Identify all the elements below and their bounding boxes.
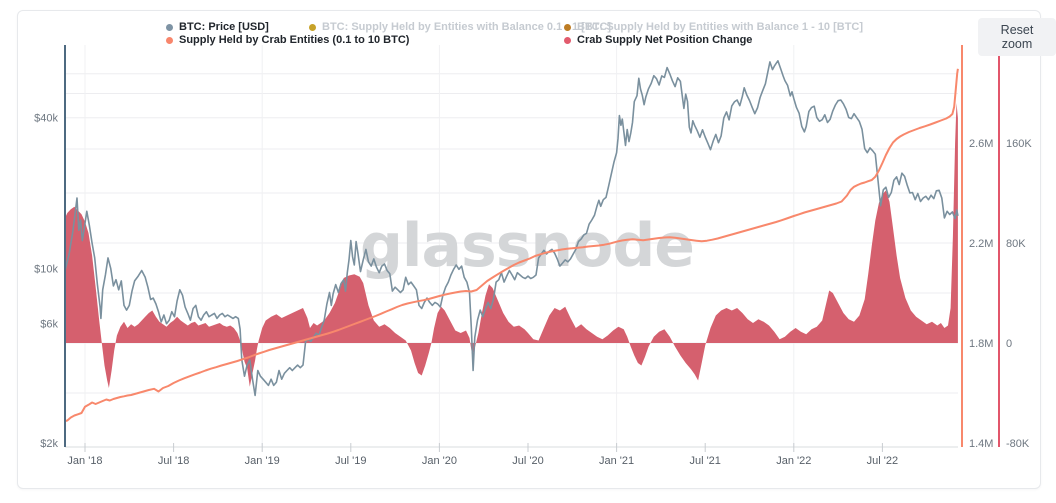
chart-card	[17, 10, 1041, 489]
price-tick-label: $10k	[34, 263, 58, 275]
series-btc-price-line	[64, 60, 959, 397]
price-tick-label: $2k	[40, 438, 58, 450]
net-tick-label: 160K	[1006, 138, 1032, 150]
legend-label-placeholder-dash: -	[318, 34, 322, 46]
x-tick-label: Jul '21	[689, 455, 720, 467]
price-tick-label: $40k	[34, 113, 58, 125]
legend-label-balance-1-10: BTC: Supply Held by Entities with Balanc…	[577, 21, 864, 33]
series-crab-supply-line	[64, 68, 959, 423]
supply-tick-label: 2.6M	[969, 138, 993, 150]
legend-item-crab-net-position[interactable]: Crab Supply Net Position Change	[564, 34, 752, 47]
net-tick-label: 80K	[1006, 238, 1026, 250]
x-tick-label: Jan '22	[776, 455, 811, 467]
legend-item-balance-01-1[interactable]: BTC: Supply Held by Entities with Balanc…	[309, 21, 611, 34]
legend-label-balance-01-1: BTC: Supply Held by Entities with Balanc…	[322, 21, 612, 33]
legend-label-btc-price: BTC: Price [USD]	[179, 21, 269, 33]
series-crab-net-position-area	[65, 103, 958, 388]
x-tick-label: Jan '20	[422, 455, 457, 467]
legend-item-btc-price[interactable]: BTC: Price [USD]	[166, 21, 269, 34]
x-tick-label: Jul '22	[867, 455, 898, 467]
net-tick-label: -80K	[1006, 438, 1030, 450]
series-dot-balance-1-10	[564, 24, 571, 31]
x-tick-label: Jul '20	[512, 455, 543, 467]
supply-tick-label: 1.8M	[969, 338, 993, 350]
legend-label-crab-supply: Supply Held by Crab Entities (0.1 to 10 …	[179, 34, 410, 46]
supply-tick-label: 2.2M	[969, 238, 993, 250]
legend-label-crab-net-position: Crab Supply Net Position Change	[577, 34, 753, 46]
price-tick-label: $6k	[40, 319, 58, 331]
x-tick-label: Jan '18	[67, 455, 102, 467]
x-tick-label: Jul '19	[335, 455, 366, 467]
supply-tick-label: 1.4M	[969, 438, 993, 450]
x-tick-label: Jan '19	[245, 455, 280, 467]
series-dot-crab-net-position	[564, 37, 571, 44]
legend-item-crab-supply[interactable]: Supply Held by Crab Entities (0.1 to 10 …	[166, 34, 409, 47]
x-tick-label: Jan '21	[599, 455, 634, 467]
legend-item-balance-1-10[interactable]: BTC: Supply Held by Entities with Balanc…	[564, 21, 863, 34]
series-dot-btc-price	[166, 24, 173, 31]
series-dot-crab-supply	[166, 37, 173, 44]
net-tick-label: 0	[1006, 338, 1012, 350]
series-dot-balance-01-1	[309, 24, 316, 31]
legend-item-placeholder-dash: -	[318, 34, 322, 47]
x-tick-label: Jul '18	[158, 455, 189, 467]
glassnode-watermark: glassnode	[360, 211, 694, 281]
reset-zoom-button[interactable]: Reset zoom	[978, 18, 1056, 56]
